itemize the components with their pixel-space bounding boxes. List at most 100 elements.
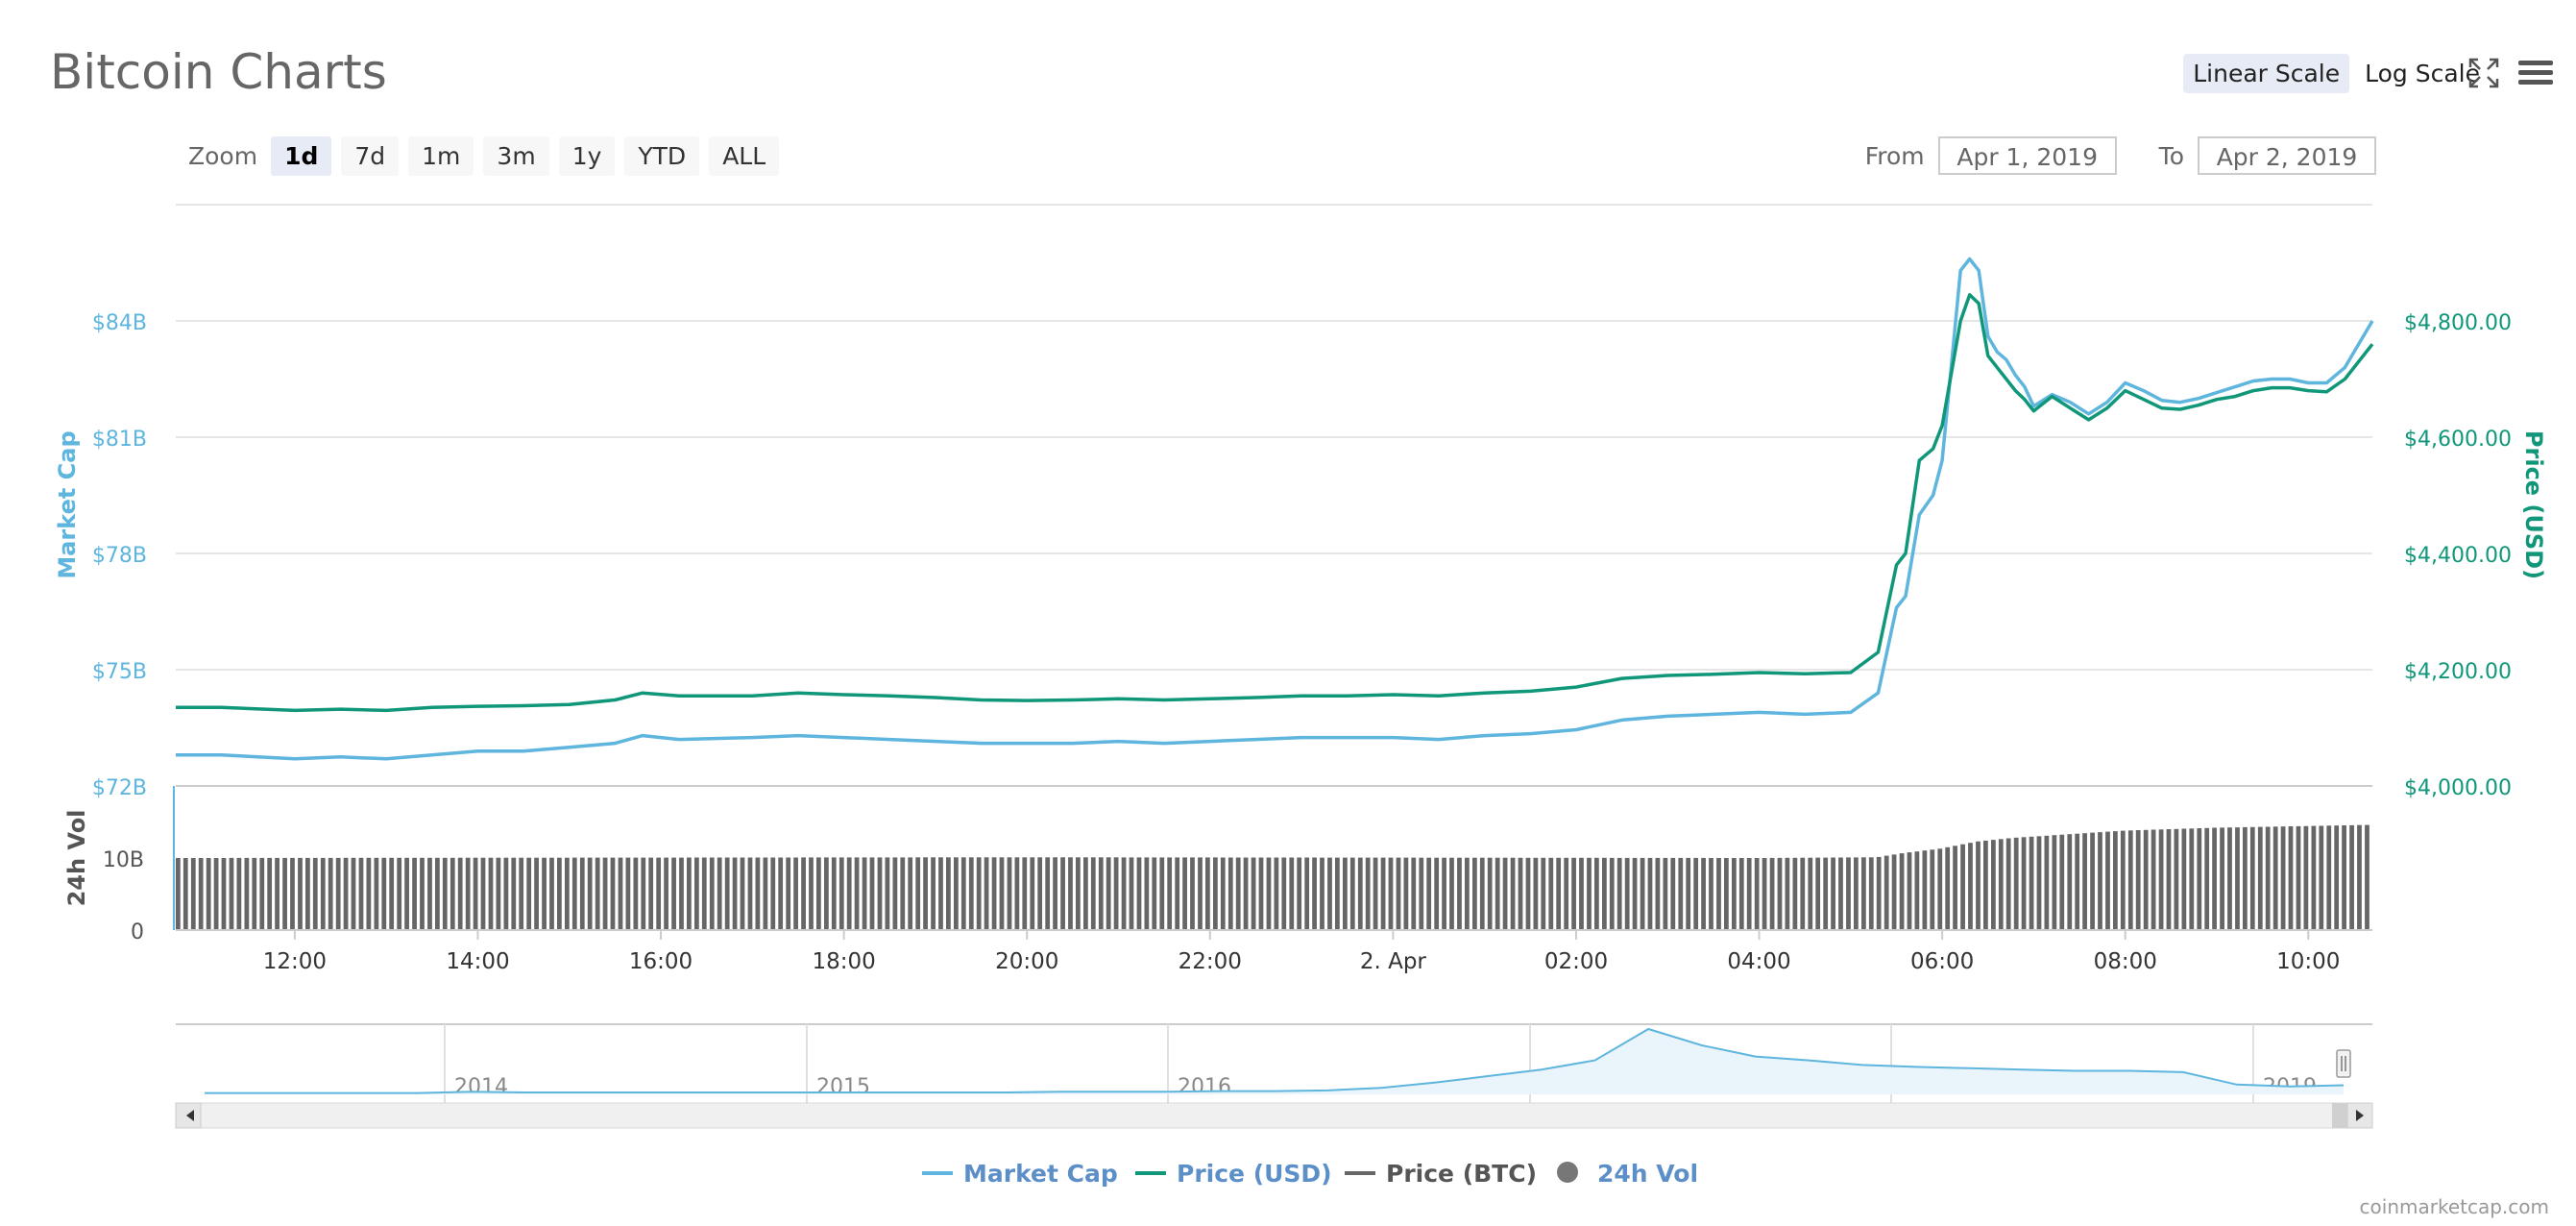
volume-bar xyxy=(2272,826,2278,930)
volume-bar xyxy=(1144,857,1150,930)
volume-bar xyxy=(358,857,364,930)
x-tick-label: 2. Apr xyxy=(1360,949,1427,974)
volume-bar xyxy=(625,857,631,930)
zoom-1m-button[interactable]: 1m xyxy=(408,136,474,176)
x-tick-label: 08:00 xyxy=(2094,949,2157,974)
volume-bar xyxy=(1182,857,1187,930)
volume-bar xyxy=(831,857,837,930)
legend-item-label[interactable]: Market Cap xyxy=(963,1160,1118,1188)
volume-bar xyxy=(2342,825,2346,930)
menu-icon[interactable] xyxy=(2518,58,2553,88)
zoom-1d-button[interactable]: 1d xyxy=(271,136,332,176)
volume-bar xyxy=(335,857,341,930)
volume-bar xyxy=(877,857,883,930)
volume-bar xyxy=(1678,857,1684,930)
volume-bar xyxy=(2135,830,2141,930)
volume-bar xyxy=(1297,857,1302,930)
volume-bar xyxy=(641,857,646,930)
y-right-tick-label: $4,600.00 xyxy=(2404,428,2512,452)
volume-bar xyxy=(687,857,692,930)
volume-bar xyxy=(587,857,593,930)
y-left-tick-label: $84B xyxy=(92,311,147,335)
x-tick-label: 04:00 xyxy=(1727,949,1790,974)
zoom-bar: Zoom 1d 7d 1m 3m 1y YTD ALL xyxy=(188,136,780,176)
volume-bar xyxy=(2166,829,2172,930)
fullscreen-icon[interactable] xyxy=(2468,58,2499,88)
volume-bar xyxy=(2326,825,2332,930)
volume-bar xyxy=(671,857,676,930)
zoom-ytd-button[interactable]: YTD xyxy=(624,136,700,176)
volume-bar xyxy=(915,857,921,930)
volume-bar xyxy=(1846,857,1851,930)
volume-bar xyxy=(1914,851,1920,930)
volume-bar xyxy=(1518,857,1523,930)
scrollbar-thumb[interactable] xyxy=(2332,1103,2347,1128)
volume-bar xyxy=(869,857,875,930)
legend-item-label[interactable]: Price (USD) xyxy=(1177,1160,1332,1188)
volume-bar xyxy=(2151,829,2156,930)
zoom-1y-button[interactable]: 1y xyxy=(558,136,616,176)
volume-bar xyxy=(1205,857,1210,930)
volume-bar xyxy=(1785,857,1790,930)
zoom-7d-button[interactable]: 7d xyxy=(341,136,400,176)
volume-bar xyxy=(816,857,821,930)
zoom-3m-button[interactable]: 3m xyxy=(483,136,549,176)
volume-bar xyxy=(656,857,662,930)
log-scale-button[interactable]: Log Scale xyxy=(2365,60,2480,87)
volume-bar xyxy=(1701,857,1706,930)
volume-bar xyxy=(1487,857,1493,930)
y-left-tick-label: $72B xyxy=(92,776,147,800)
volume-bar xyxy=(885,857,890,930)
volume-bar xyxy=(2174,828,2179,930)
page-title: Bitcoin Charts xyxy=(50,44,387,100)
scroll-right-icon xyxy=(2356,1110,2364,1121)
volume-bar xyxy=(2036,836,2042,930)
volume-bar xyxy=(206,858,211,930)
x-tick-label: 22:00 xyxy=(1179,949,1242,974)
legend-item-label[interactable]: Price (BTC) xyxy=(1386,1160,1537,1188)
volume-bar xyxy=(579,857,585,930)
volume-bar xyxy=(1533,857,1539,930)
volume-bar xyxy=(236,857,242,930)
navigator-handle[interactable] xyxy=(2336,1049,2351,1078)
volume-bar xyxy=(701,857,707,930)
volume-bar xyxy=(397,857,402,930)
volume-bar xyxy=(328,857,333,930)
volume-bar xyxy=(1716,858,1721,930)
credit-link[interactable]: coinmarketcap.com xyxy=(2359,1195,2549,1218)
volume-bar xyxy=(1930,849,1935,930)
volume-bar xyxy=(2059,834,2065,930)
zoom-all-button[interactable]: ALL xyxy=(709,136,780,176)
volume-bar xyxy=(747,857,753,930)
volume-bar xyxy=(1861,857,1866,930)
volume-bar xyxy=(2334,825,2340,930)
volume-bar xyxy=(1403,857,1409,930)
volume-bar xyxy=(1045,857,1051,930)
volume-bar xyxy=(2257,826,2263,930)
volume-bar xyxy=(1808,857,1813,930)
to-date-input[interactable]: Apr 2, 2019 xyxy=(2198,136,2376,175)
volume-bar xyxy=(2296,825,2301,930)
volume-bar xyxy=(2105,831,2110,930)
scroll-right-button[interactable] xyxy=(2346,1102,2373,1129)
volume-bar xyxy=(213,858,219,930)
legend-item-label[interactable]: 24h Vol xyxy=(1597,1160,1698,1188)
volume-bar xyxy=(1762,858,1767,930)
volume-bar xyxy=(557,857,562,930)
scroll-left-button[interactable] xyxy=(175,1102,202,1129)
volume-bar xyxy=(923,857,928,930)
volume-bar xyxy=(648,857,654,930)
volume-bar xyxy=(1014,857,1020,930)
linear-scale-button[interactable]: Linear Scale xyxy=(2183,54,2350,93)
volume-bar xyxy=(351,857,356,930)
volume-bar xyxy=(290,857,295,930)
volume-bar xyxy=(1899,853,1905,930)
volume-bar xyxy=(320,857,326,930)
volume-bar xyxy=(846,857,852,930)
volume-bar xyxy=(786,857,791,930)
from-date-input[interactable]: Apr 1, 2019 xyxy=(1937,136,2117,175)
volume-bar xyxy=(1442,857,1446,930)
volume-bar xyxy=(190,858,196,930)
y-right-tick-label: $4,400.00 xyxy=(2404,544,2512,568)
volume-bar xyxy=(1831,857,1835,930)
